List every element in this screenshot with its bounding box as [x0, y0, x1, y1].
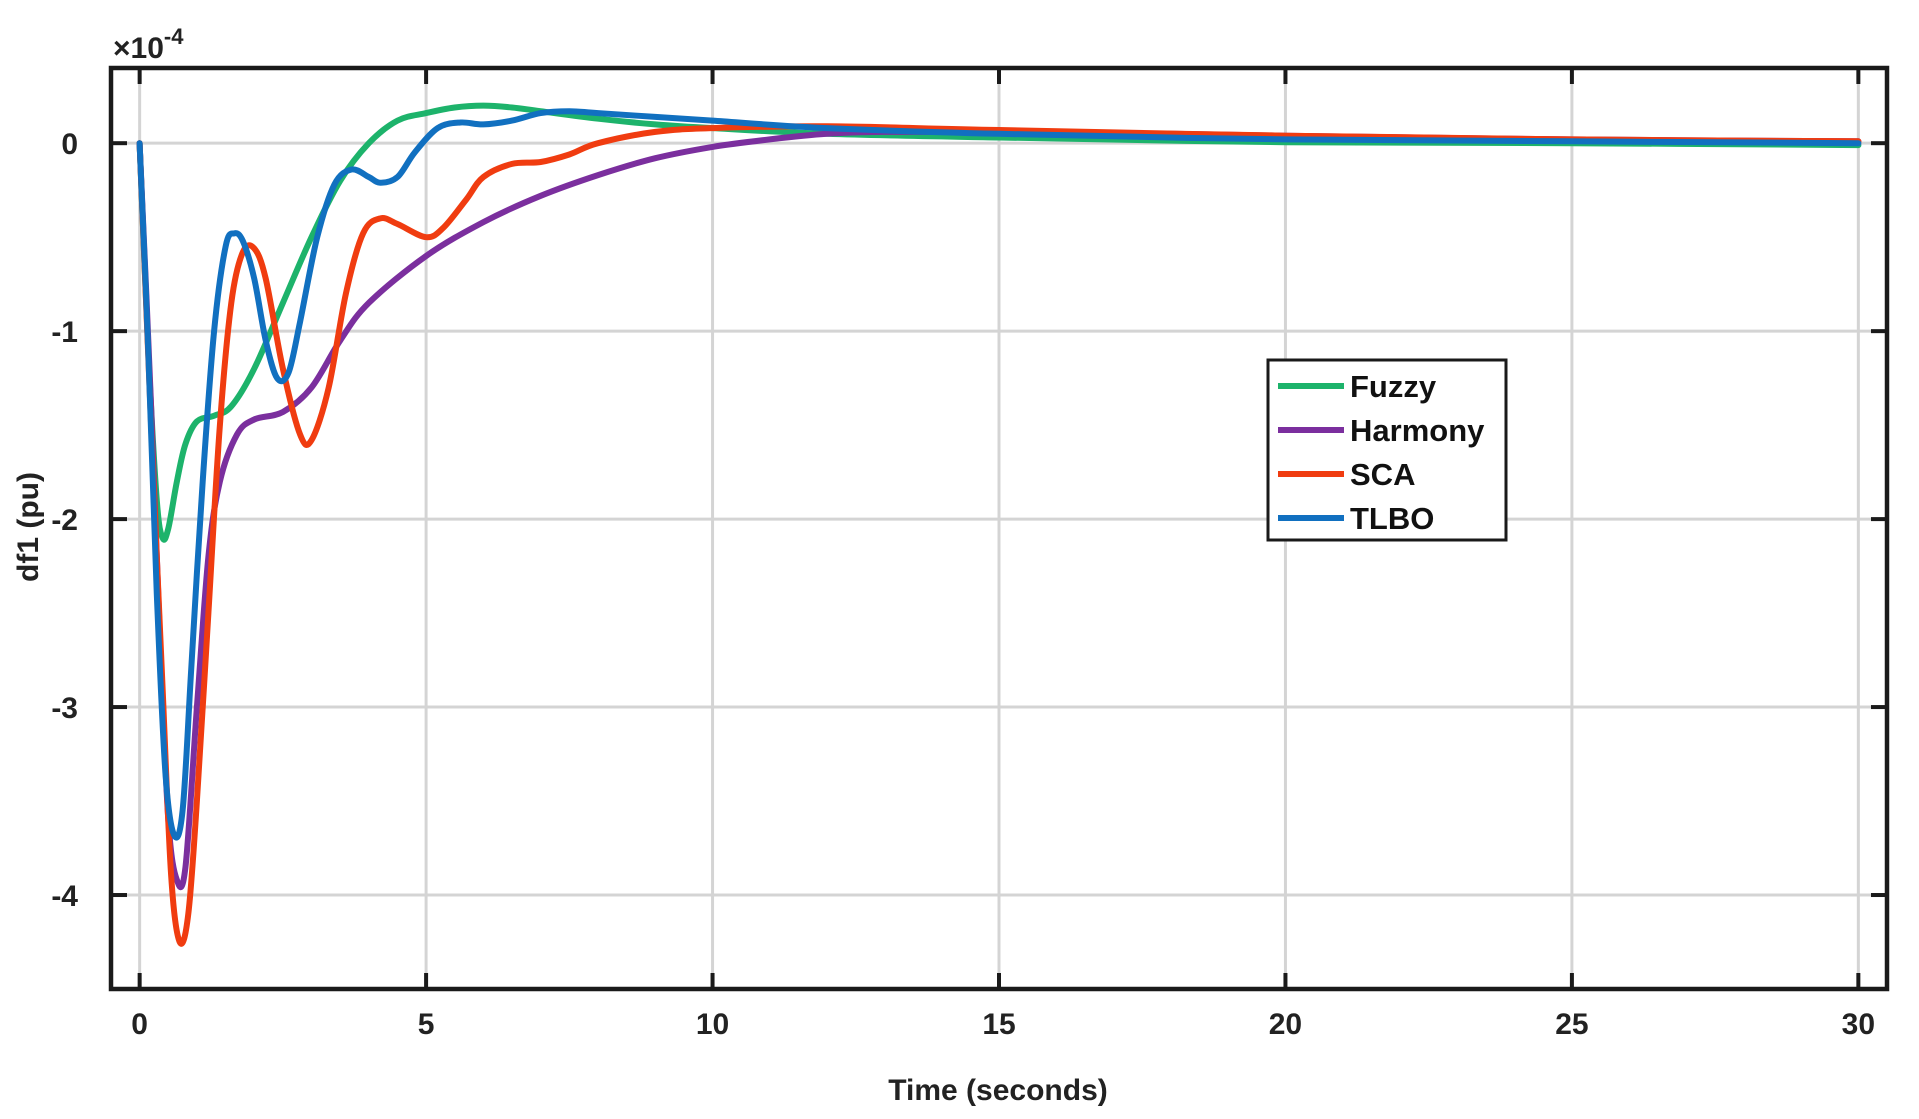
y-tick-label: 0: [61, 128, 78, 161]
legend-entry-sca: SCA: [1278, 457, 1415, 492]
legend-entry-fuzzy: Fuzzy: [1278, 369, 1437, 404]
legend-label-fuzzy: Fuzzy: [1350, 369, 1437, 404]
y-tick-labels: 0 -1 -2 -3 -4: [51, 128, 78, 913]
y-tick-label: -2: [51, 504, 78, 537]
x-tick-label: 30: [1842, 1008, 1875, 1041]
x-tick-label: 10: [696, 1008, 729, 1041]
y-exponent-base: ×10: [113, 32, 164, 65]
x-tick-label: 20: [1269, 1008, 1302, 1041]
y-tick-label: -4: [51, 880, 78, 913]
legend-label-harmony: Harmony: [1350, 413, 1485, 448]
series-layer: [136, 102, 1862, 947]
y-axis-label: df1 (pu): [12, 472, 45, 582]
x-tick-label: 25: [1555, 1008, 1588, 1041]
y-tick-label: -3: [51, 692, 78, 725]
legend-label-tlbo: TLBO: [1350, 501, 1434, 536]
legend-box: [1266, 358, 1508, 542]
series-line-fuzzy: [136, 102, 1862, 543]
x-tick-label: 0: [131, 1008, 148, 1041]
y-tick-label: -1: [51, 316, 78, 349]
x-tick-labels: 0 5 10 15 20 25 30: [131, 1008, 1875, 1041]
x-axis-label: Time (seconds): [888, 1074, 1108, 1107]
legend-entry-harmony: Harmony: [1278, 413, 1485, 448]
y-exponent-power: -4: [164, 24, 184, 49]
legend-entry-tlbo: TLBO: [1278, 501, 1434, 536]
series-line-tlbo: [136, 108, 1862, 841]
tick-marks: [111, 68, 1887, 989]
x-tick-label: 15: [982, 1008, 1015, 1041]
legend: Fuzzy Harmony SCA TLBO: [1266, 358, 1508, 542]
y-exponent-label: ×10-4: [113, 24, 184, 65]
legend-label-sca: SCA: [1350, 457, 1415, 492]
x-tick-label: 5: [418, 1008, 435, 1041]
